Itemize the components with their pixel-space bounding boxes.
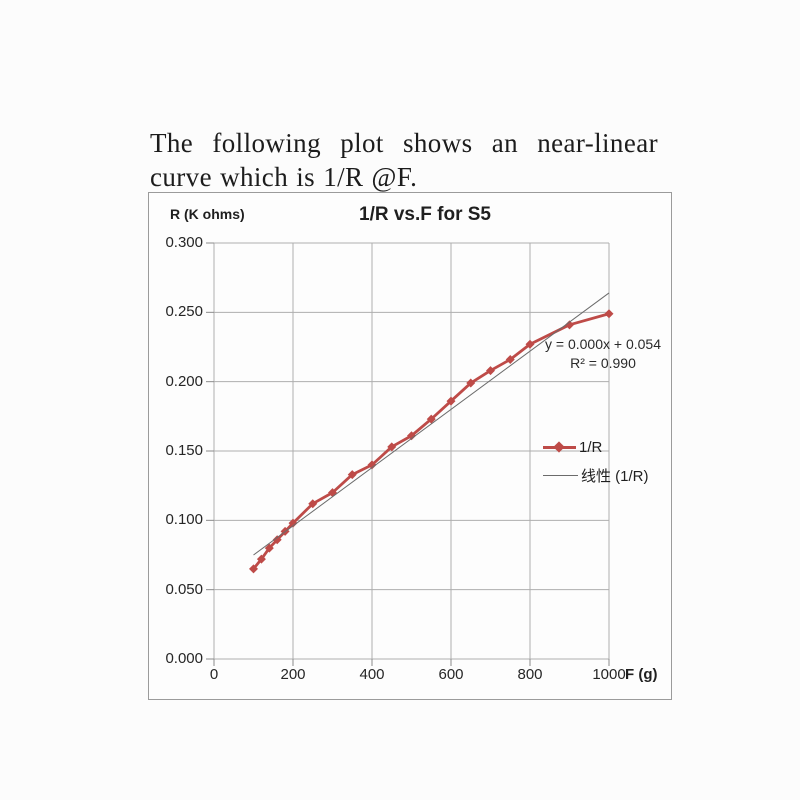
legend-label-trendline: 线性 (1/R) [581, 468, 649, 485]
data-point-diamond [264, 543, 274, 553]
data-point-diamond [565, 320, 574, 330]
x-tick-label: 600 [438, 666, 464, 683]
x-tick-label: 800 [517, 666, 543, 683]
data-point-diamond [486, 366, 495, 376]
x-tick-label: 1000 [592, 666, 626, 683]
y-tick-label: 0.100 [165, 511, 203, 529]
intro-paragraph: The following plot shows an near-linear … [150, 128, 658, 192]
data-point-diamond [249, 564, 258, 574]
y-tick-label: 0.250 [165, 303, 203, 321]
data-point-diamond [466, 378, 476, 388]
legend-item-trendline: 线性 (1/R) [543, 467, 649, 485]
y-tick-label: 0.200 [165, 372, 203, 390]
data-point-diamond [407, 431, 416, 441]
data-point-diamond [367, 460, 377, 470]
x-tick-label: 400 [359, 666, 385, 683]
data-point-diamond [426, 414, 436, 424]
x-tick-label: 0 [209, 666, 219, 683]
x-axis-title: F (g) [625, 666, 658, 683]
data-point-diamond [288, 518, 298, 528]
data-point-diamond [347, 470, 357, 480]
chart-title: 1/R vs.F for S5 [359, 204, 491, 225]
r-squared-text: R² = 0.990 [570, 355, 636, 371]
chart-frame: R (K ohms) 1/R vs.F for S5 F (g) 0.000 0.… [148, 192, 672, 700]
trendline-swatch [543, 475, 578, 476]
plot-area [206, 242, 614, 666]
data-point-diamond [446, 396, 456, 406]
y-tick-label: 0.000 [165, 650, 203, 667]
data-point-diamond [505, 354, 515, 364]
series-line-swatch [543, 441, 576, 453]
legend: 1/R 线性 (1/R) [543, 439, 649, 485]
y-tick-label: 0.300 [165, 234, 203, 251]
legend-label-series: 1/R [579, 439, 603, 456]
data-point-diamond [525, 339, 535, 349]
diamond-marker-icon [553, 441, 565, 453]
y-axis-title: R (K ohms) [170, 206, 245, 222]
x-tick-label: 200 [280, 666, 306, 683]
y-tick-label: 0.050 [165, 580, 203, 598]
y-tick-label: 0.150 [165, 442, 203, 459]
data-point-diamond [387, 442, 397, 452]
data-point-diamond [308, 499, 318, 509]
data-point-diamond [256, 554, 266, 564]
data-point-diamond [604, 309, 614, 319]
data-point-diamond [272, 535, 282, 545]
legend-item-series: 1/R [543, 439, 649, 456]
trendline-path [253, 292, 610, 556]
equation-text: y = 0.000x + 0.054 [545, 336, 661, 352]
trendline-annotation: y = 0.000x + 0.054 R² = 0.990 [534, 335, 672, 373]
